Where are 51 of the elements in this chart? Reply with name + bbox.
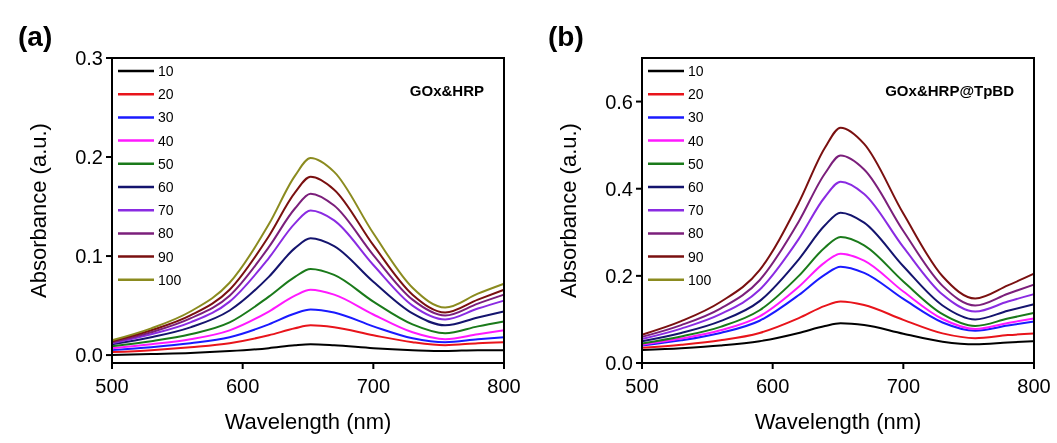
x-axis-title: Wavelength (nm) xyxy=(224,409,392,434)
legend-label: 100 xyxy=(688,271,712,288)
y-tick-label: 0.0 xyxy=(605,352,633,374)
legend-label: 20 xyxy=(688,86,704,103)
y-tick-label: 0.4 xyxy=(605,177,633,200)
legend-label: 80 xyxy=(688,225,704,242)
line-series xyxy=(111,267,505,348)
x-tick-label: 500 xyxy=(625,375,659,397)
legend-label: 80 xyxy=(158,225,174,242)
annotation: GOx&HRP xyxy=(409,82,484,99)
x-tick-label: 700 xyxy=(356,375,391,397)
x-tick-label: 600 xyxy=(755,375,790,397)
legend-label: 60 xyxy=(688,178,704,195)
line-series xyxy=(111,288,505,350)
text: (b) xyxy=(548,21,584,52)
legend-label: 70 xyxy=(688,202,704,219)
line-series xyxy=(641,180,1035,341)
legend-label: 30 xyxy=(688,109,704,126)
legend-label: 70 xyxy=(158,202,174,219)
y-axis-title: Absorbance (a.u.) xyxy=(26,123,51,298)
legend-label: 40 xyxy=(158,132,174,149)
y-tick-label: 0.2 xyxy=(75,146,103,169)
legend-label: 30 xyxy=(158,109,174,126)
annotation: GOx&HRP@TpBD xyxy=(885,82,1015,99)
y-tick-label: 0.1 xyxy=(75,245,103,268)
line-series xyxy=(641,236,1035,345)
legend-label: 100 xyxy=(158,271,182,288)
legend-label: 50 xyxy=(158,155,174,172)
x-tick-label: 800 xyxy=(487,375,521,397)
y-tick-label: 0.3 xyxy=(75,47,103,69)
legend-label: 20 xyxy=(158,86,174,103)
x-tick-label: 700 xyxy=(886,375,921,397)
legend-label: 10 xyxy=(688,62,704,79)
legend-label: 90 xyxy=(158,248,174,265)
legend-label: 60 xyxy=(158,178,174,195)
line-series xyxy=(641,300,1035,349)
legend-label: 50 xyxy=(688,155,704,172)
x-tick-label: 500 xyxy=(95,375,129,397)
legend-label: 10 xyxy=(158,62,174,79)
y-axis-title: Absorbance (a.u.) xyxy=(556,123,581,298)
y-tick-label: 0.2 xyxy=(605,264,633,287)
x-tick-label: 600 xyxy=(225,375,260,397)
y-tick-label: 0.0 xyxy=(75,344,103,367)
x-tick-label: 800 xyxy=(1017,375,1051,397)
line-series xyxy=(111,308,505,352)
legend-label: 40 xyxy=(688,132,704,149)
line-series xyxy=(111,237,505,346)
text: (a) xyxy=(18,21,53,52)
x-axis-title: Wavelength (nm) xyxy=(754,409,922,434)
legend-label: 90 xyxy=(688,248,704,265)
y-tick-label: 0.6 xyxy=(605,90,633,113)
